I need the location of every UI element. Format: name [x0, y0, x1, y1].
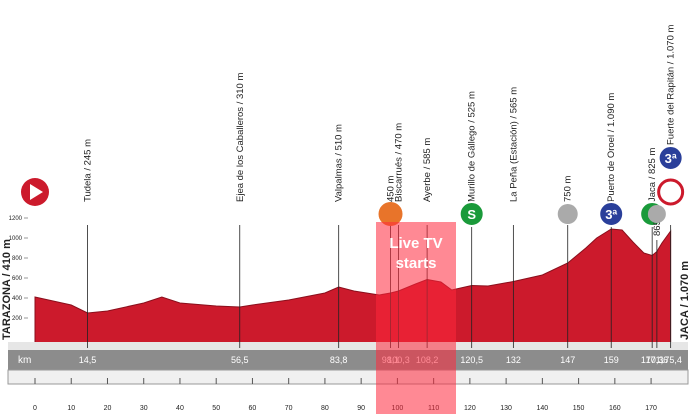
- waypoint-km: 159: [604, 355, 619, 365]
- waypoint-name: Murillo de Gállego / 525 m: [467, 91, 478, 202]
- y-tick-label: 1000: [9, 236, 23, 242]
- waypoint-name: Ayerbe / 585 m: [422, 138, 433, 202]
- waypoint-km: 147: [560, 355, 575, 365]
- x-tick-label: 90: [357, 405, 365, 412]
- x-tick-label: 0: [33, 405, 37, 412]
- y-tick-label: 400: [12, 296, 23, 302]
- waypoint-km: 56,5: [231, 355, 249, 365]
- waypoint-name: Ejea de los Caballeros / 310 m: [235, 73, 246, 202]
- y-tick-label: 800: [12, 256, 23, 262]
- waypoint-km: 14,5: [79, 355, 97, 365]
- finish-icon: [657, 178, 685, 206]
- x-tick-label: 130: [500, 405, 512, 412]
- waypoint-km: 83,8: [330, 355, 348, 365]
- waypoint-name: Jaca / 825 m: [647, 148, 658, 202]
- waypoint-km: 132: [506, 355, 521, 365]
- waypoint-icon: [458, 201, 485, 227]
- live-tv-text: Live TV starts: [389, 235, 442, 272]
- y-tick-label: 200: [12, 316, 23, 322]
- waypoint-name: 750 m: [563, 176, 574, 202]
- x-tick-label: 30: [140, 405, 148, 412]
- y-tick-label: 1200: [9, 216, 23, 222]
- waypoint-km: 171,6: [646, 355, 669, 365]
- x-tick-label: 20: [104, 405, 112, 412]
- waypoint-km: 120,5: [460, 355, 483, 365]
- waypoint-km: 170,3: [641, 355, 664, 365]
- start-arrow: [30, 184, 43, 200]
- finish-label: JACA / 1.070 m: [679, 261, 691, 340]
- x-tick-label: 40: [176, 405, 184, 412]
- waypoint-km: 175,4: [659, 355, 682, 365]
- waypoint-icon: [657, 145, 684, 171]
- x-tick-label: 170: [645, 405, 657, 412]
- x-tick-label: 160: [609, 405, 621, 412]
- x-tick-label: 10: [67, 405, 75, 412]
- feed-icon: [378, 202, 403, 226]
- x-tick-label: 120: [464, 405, 476, 412]
- km-label: km: [18, 355, 31, 366]
- x-tick-label: 70: [285, 405, 293, 412]
- waypoint-icon-text: 3ª: [605, 207, 617, 222]
- x-tick-label: 140: [537, 405, 549, 412]
- waypoint-icon-text: 3ª: [665, 151, 677, 166]
- x-tick-label: 50: [212, 405, 220, 412]
- x-tick-label: 80: [321, 405, 329, 412]
- x-tick-label: 60: [249, 405, 257, 412]
- x-tick-label: 150: [573, 405, 585, 412]
- x-axis: [7, 369, 689, 385]
- waypoint-name: Tudela / 245 m: [83, 139, 94, 202]
- profile-base: [8, 342, 688, 350]
- descent-icon: [647, 205, 666, 223]
- waypoint-name: La Peña (Estación) / 565 m: [508, 87, 519, 202]
- waypoint-icon-text: S: [467, 207, 476, 222]
- waypoint-name: 450 m: [386, 176, 397, 202]
- waypoint-name: Puerto de Oroel / 1.090 m: [606, 93, 617, 202]
- waypoint-name: Biscarrués / 470 m: [393, 123, 404, 202]
- km-strip: [8, 350, 688, 370]
- profile-area: [34, 228, 672, 349]
- waypoint-name: Valpalmas / 510 m: [334, 124, 345, 202]
- waypoint-icon: [598, 201, 625, 227]
- y-tick-label: 600: [12, 276, 23, 282]
- waypoint-name: Fuerte del Rapitán / 1.070 m: [666, 25, 677, 145]
- descent-icon: [557, 204, 578, 224]
- start-label: TARAZONA / 410 m: [1, 239, 13, 340]
- live-tv-box: [376, 222, 456, 414]
